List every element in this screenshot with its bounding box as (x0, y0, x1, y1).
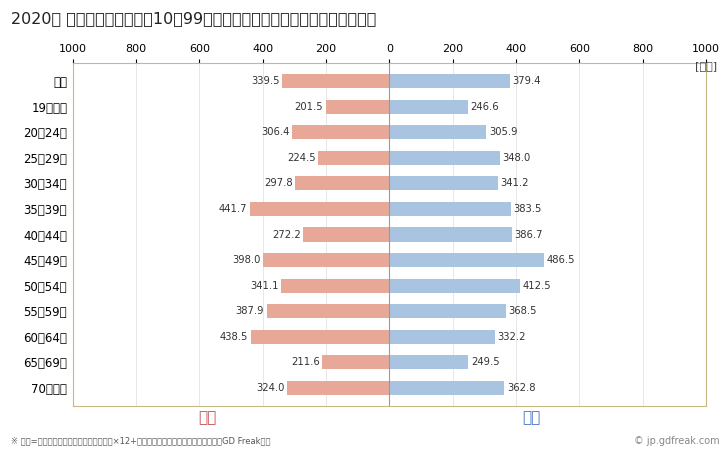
Text: 201.5: 201.5 (295, 101, 323, 112)
Text: 男性: 男性 (522, 410, 541, 425)
Text: 348.0: 348.0 (502, 153, 531, 163)
Bar (304, 227, 389, 242)
Bar (389, 100, 467, 114)
Text: 441.7: 441.7 (218, 204, 247, 214)
Text: 272.2: 272.2 (272, 230, 301, 239)
Text: 379.4: 379.4 (513, 76, 541, 86)
Text: 305.9: 305.9 (489, 127, 518, 137)
Text: 341.1: 341.1 (250, 281, 279, 291)
Text: 398.0: 398.0 (232, 255, 261, 265)
Text: 412.5: 412.5 (523, 281, 551, 291)
Text: 341.2: 341.2 (500, 178, 529, 189)
Bar (318, 151, 389, 165)
Text: 211.6: 211.6 (291, 357, 320, 368)
Bar (389, 381, 505, 395)
Text: 324.0: 324.0 (256, 383, 285, 393)
Bar (389, 125, 486, 139)
Bar (282, 279, 389, 293)
Text: 386.7: 386.7 (515, 230, 543, 239)
Bar (287, 381, 389, 395)
Text: [万円]: [万円] (695, 61, 717, 71)
Text: 438.5: 438.5 (220, 332, 248, 342)
Text: 297.8: 297.8 (264, 178, 293, 189)
Bar (389, 74, 510, 88)
Bar (389, 227, 512, 242)
Text: 332.2: 332.2 (497, 332, 526, 342)
Text: 486.5: 486.5 (546, 255, 574, 265)
Bar (389, 355, 469, 369)
Bar (293, 125, 389, 139)
Text: 224.5: 224.5 (288, 153, 316, 163)
Bar (389, 330, 495, 344)
Text: 女性: 女性 (198, 410, 217, 425)
Text: 362.8: 362.8 (507, 383, 535, 393)
Text: 2020年 民間企業（従業者数10～99人）フルタイム労働者の男女別平均年収: 2020年 民間企業（従業者数10～99人）フルタイム労働者の男女別平均年収 (11, 11, 376, 26)
Text: ※ 年収=「きまって支給する現金給与額」×12+「年間賞与その他特別給与額」としてGD Freak推計: ※ 年収=「きまって支給する現金給与額」×12+「年間賞与その他特別給与額」とし… (11, 437, 270, 446)
Text: 246.6: 246.6 (470, 101, 499, 112)
Text: 368.5: 368.5 (509, 306, 537, 316)
Text: 387.9: 387.9 (236, 306, 264, 316)
Text: 383.5: 383.5 (513, 204, 542, 214)
Bar (264, 253, 389, 267)
Bar (295, 176, 389, 190)
Bar (389, 202, 511, 216)
Text: 306.4: 306.4 (261, 127, 290, 137)
Bar (325, 100, 389, 114)
Text: © jp.gdfreak.com: © jp.gdfreak.com (633, 436, 719, 446)
Bar (282, 74, 389, 88)
Bar (250, 330, 389, 344)
Text: 339.5: 339.5 (251, 76, 280, 86)
Text: 249.5: 249.5 (471, 357, 499, 368)
Bar (389, 176, 497, 190)
Bar (389, 279, 520, 293)
Bar (323, 355, 389, 369)
Bar (266, 304, 389, 318)
Bar (389, 253, 544, 267)
Bar (389, 304, 506, 318)
Bar (250, 202, 389, 216)
Bar (389, 151, 499, 165)
